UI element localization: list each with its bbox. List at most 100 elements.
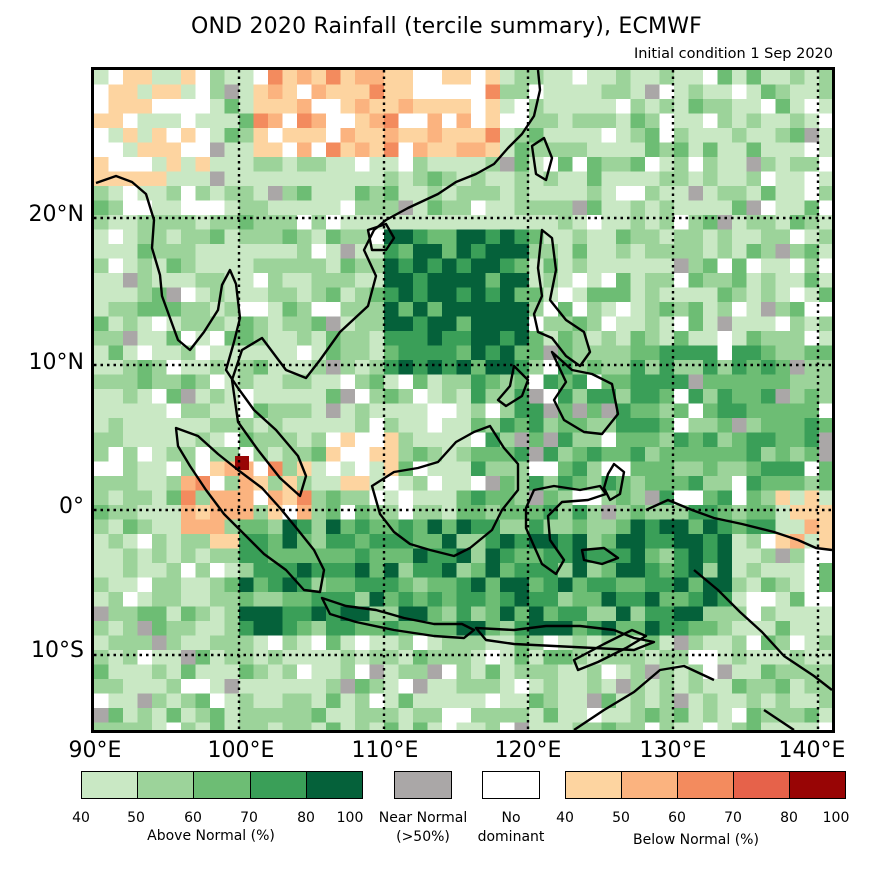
grid-cell [268, 389, 284, 405]
grid-cell [659, 621, 675, 637]
grid-cell [819, 722, 832, 730]
grid-cell [601, 302, 617, 318]
grid-cell [819, 635, 832, 651]
grid-cell [558, 186, 574, 202]
grid-cell [181, 389, 197, 405]
grid-cell [297, 374, 313, 390]
grid-cell [804, 418, 820, 434]
grid-cell [326, 679, 342, 695]
grid-cell [152, 534, 168, 550]
grid-cell [108, 679, 124, 695]
grid-cell [790, 403, 806, 419]
grid-cell [340, 389, 356, 405]
grid-cell [326, 316, 342, 332]
grid-cell [732, 171, 748, 187]
grid-cell [746, 186, 762, 202]
grid-cell [717, 403, 733, 419]
grid-cell [239, 621, 255, 637]
grid-cell [195, 273, 211, 289]
grid-cell [529, 592, 545, 608]
grid-cell [688, 287, 704, 303]
grid-cell [326, 577, 342, 593]
grid-cell [674, 708, 690, 724]
grid-cell [427, 519, 443, 535]
grid-cell [529, 606, 545, 622]
grid-cell [746, 708, 762, 724]
grid-cell [500, 693, 516, 709]
grid-cell [688, 128, 704, 144]
grid-cell [616, 679, 632, 695]
grid-cell [471, 273, 487, 289]
grid-cell [195, 722, 211, 730]
grid-cell [717, 476, 733, 492]
grid-cell [645, 577, 661, 593]
grid-cell [123, 258, 139, 274]
grid-cell [674, 244, 690, 260]
grid-cell [761, 650, 777, 666]
grid-cell [500, 244, 516, 260]
grid-cell [311, 287, 327, 303]
grid-cell [587, 215, 603, 231]
grid-cell [674, 548, 690, 564]
grid-cell [166, 693, 182, 709]
grid-cell [108, 374, 124, 390]
grid-cell [659, 331, 675, 347]
grid-cell [775, 563, 791, 579]
grid-cell [282, 461, 298, 477]
grid-cell [529, 635, 545, 651]
grid-cell [137, 708, 153, 724]
grid-cell [239, 519, 255, 535]
grid-cell [326, 664, 342, 680]
grid-cell [732, 128, 748, 144]
grid-cell [514, 99, 530, 115]
grid-cell [616, 258, 632, 274]
grid-cell [514, 302, 530, 318]
grid-cell [659, 563, 675, 579]
grid-cell [413, 432, 429, 448]
grid-cell [645, 621, 661, 637]
grid-cell [253, 215, 269, 231]
grid-cell [587, 287, 603, 303]
grid-cell [413, 186, 429, 202]
grid-cell [804, 461, 820, 477]
grid-cell [804, 99, 820, 115]
grid-cell [137, 70, 153, 86]
grid-cell [181, 635, 197, 651]
grid-cell [471, 302, 487, 318]
grid-cell [326, 563, 342, 579]
grid-cell [543, 461, 559, 477]
grid-cell [500, 563, 516, 579]
grid-cell [514, 563, 530, 579]
grid-cell [746, 577, 762, 593]
grid-cell [94, 476, 110, 492]
grid-cell [195, 664, 211, 680]
grid-cell [543, 519, 559, 535]
grid-cell [688, 548, 704, 564]
grid-cell [268, 432, 284, 448]
grid-cell [732, 258, 748, 274]
grid-cell [413, 374, 429, 390]
grid-cell [442, 447, 458, 463]
grid-cell [485, 316, 501, 332]
above-tick: 70 [240, 810, 258, 826]
grid-cell [500, 592, 516, 608]
grid-cell [485, 577, 501, 593]
grid-cell [471, 708, 487, 724]
grid-cell [471, 548, 487, 564]
grid-cell [369, 273, 385, 289]
grid-cell [558, 432, 574, 448]
grid-cell [456, 316, 472, 332]
grid-cell [485, 650, 501, 666]
grid-cell [761, 403, 777, 419]
grid-cell [514, 70, 530, 86]
grid-cell [485, 592, 501, 608]
grid-cell [94, 418, 110, 434]
grid-cell [514, 113, 530, 129]
grid-cell [819, 563, 832, 579]
grid-cell [543, 186, 559, 202]
grid-cell [558, 229, 574, 245]
grid-cell [587, 534, 603, 550]
grid-cell [123, 635, 139, 651]
grid-cell [717, 374, 733, 390]
grid-cell [645, 360, 661, 376]
